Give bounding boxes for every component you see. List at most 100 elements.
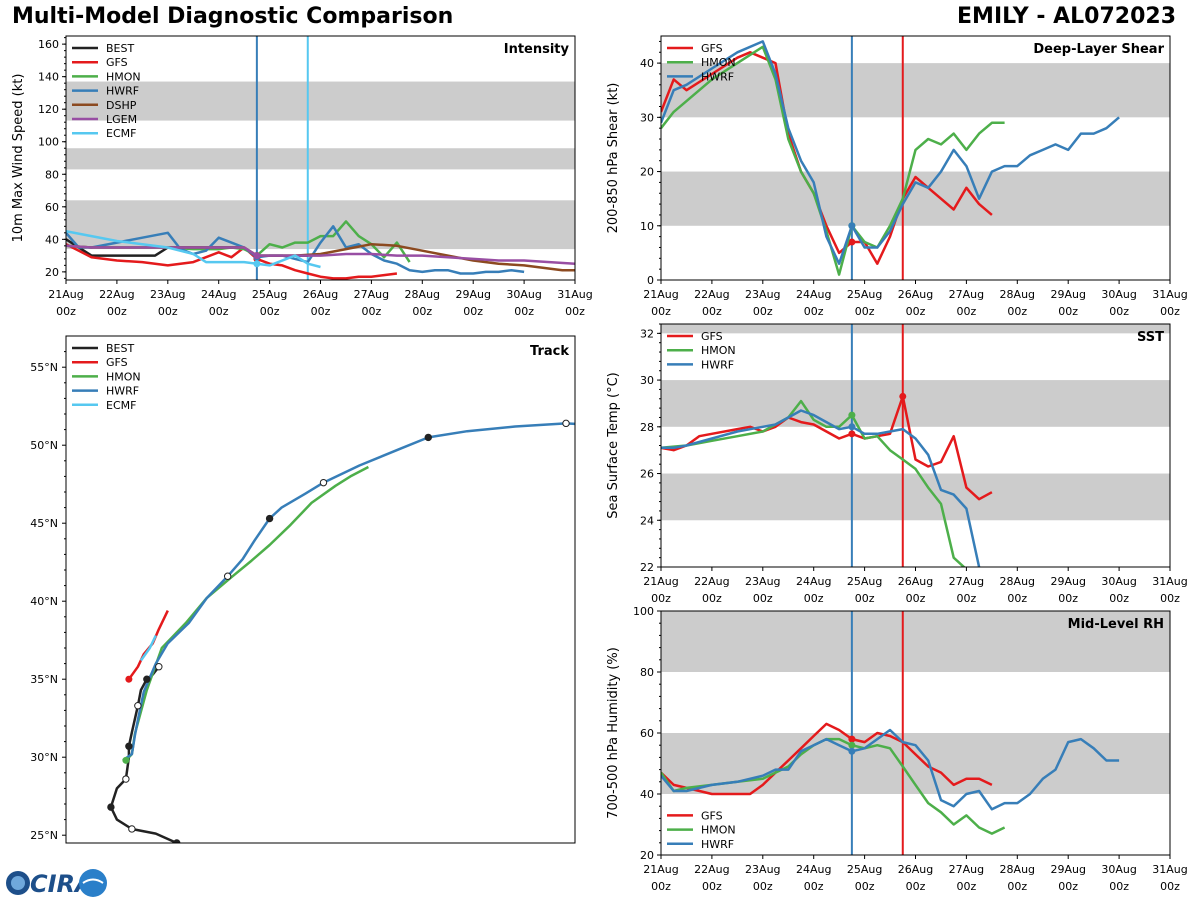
shear-xtick-label-hour: 00z: [1160, 305, 1180, 318]
legend-label-hwrf: HWRF: [701, 358, 734, 371]
shear-xtick-label-date: 31Aug: [1152, 288, 1187, 301]
sst-xtick-label-date: 24Aug: [796, 575, 831, 588]
sst-series-hmon: [661, 399, 966, 567]
intensity-xtick-label-hour: 00z: [362, 305, 382, 318]
intensity-xtick-label-hour: 00z: [565, 305, 585, 318]
track-position-marker-best: [125, 742, 133, 750]
legend-label-best: BEST: [106, 42, 134, 55]
legend-label-hwrf: HWRF: [701, 70, 734, 83]
legend-label-lgem: LGEM: [106, 113, 137, 126]
rh-xtick-label-date: 24Aug: [796, 863, 831, 876]
intensity-xtick-label-date: 25Aug: [252, 288, 287, 301]
sst-xtick-label-hour: 00z: [702, 592, 722, 605]
intensity-xtick-label-date: 22Aug: [99, 288, 134, 301]
rh-xtick-label-hour: 00z: [702, 880, 722, 893]
rh-xtick-label-hour: 00z: [1058, 880, 1078, 893]
sst-xtick-label-date: 22Aug: [694, 575, 729, 588]
intensity-xtick-label-hour: 00z: [514, 305, 534, 318]
shear-xtick-label-date: 30Aug: [1101, 288, 1136, 301]
shear-ytick-label: 20: [640, 166, 654, 179]
rh-ytick-label: 100: [633, 605, 654, 618]
rh-marker-hmon: [848, 741, 856, 749]
rh-xtick-label-date: 30Aug: [1101, 863, 1136, 876]
shear-series-hwrf: [661, 40, 1120, 265]
track-position-marker-best: [122, 775, 130, 783]
sst-axes-frame: [660, 323, 1171, 568]
intensity-ytick-label: 120: [38, 103, 59, 116]
intensity-xtick-label-date: 24Aug: [201, 288, 236, 301]
shear-ytick-label: 40: [640, 57, 654, 70]
rh-marker-hwrf: [848, 747, 856, 755]
track-position-marker-hwrf: [319, 478, 328, 487]
track-series-hmon: [125, 465, 369, 762]
track-series-gfs: [127, 610, 169, 680]
sst-xtick-label-date: 29Aug: [1050, 575, 1085, 588]
rh-ylabel: 700-500 hPa Humidity (%): [606, 647, 621, 819]
intensity-xtick-label-hour: 00z: [158, 305, 178, 318]
sst-ytick-label: 32: [640, 327, 654, 340]
sst-series-gfs: [661, 395, 993, 501]
sst-xtick-label-date: 21Aug: [643, 575, 678, 588]
intensity-ytick-label: 160: [38, 38, 59, 51]
rh-xtick-label-date: 31Aug: [1152, 863, 1187, 876]
sst-xtick-label-date: 25Aug: [847, 575, 882, 588]
intensity-series-gfs: [66, 243, 398, 280]
shear-xtick-label-hour: 00z: [855, 305, 875, 318]
sst-xtick-label-date: 31Aug: [1152, 575, 1187, 588]
rh-panel-title: Mid-Level RH: [1068, 617, 1164, 632]
intensity-xtick-label-hour: 00z: [412, 305, 432, 318]
rh-xtick-label-hour: 00z: [804, 880, 824, 893]
sst-xtick-label-date: 26Aug: [898, 575, 933, 588]
rh-xtick-label-hour: 00z: [753, 880, 773, 893]
sst-ytick-label: 28: [640, 421, 654, 434]
rh-ytick-label: 40: [640, 788, 654, 801]
sst-xtick-label-date: 23Aug: [745, 575, 780, 588]
sst-xtick-label-hour: 00z: [1058, 592, 1078, 605]
intensity-threshold-band: [66, 81, 575, 121]
intensity-xtick-label-date: 29Aug: [455, 288, 490, 301]
shear-xtick-label-date: 26Aug: [898, 288, 933, 301]
legend-label-dshp: DSHP: [106, 99, 137, 112]
rh-xtick-label-hour: 00z: [1007, 880, 1027, 893]
intensity-ytick-label: 80: [45, 168, 59, 181]
rh-xtick-label-hour: 00z: [957, 880, 977, 893]
shear-xtick-label-date: 25Aug: [847, 288, 882, 301]
intensity-xtick-label-hour: 00z: [107, 305, 127, 318]
shear-xtick-label-hour: 00z: [1058, 305, 1078, 318]
intensity-xtick-label-hour: 00z: [463, 305, 483, 318]
rh-xtick-label-hour: 00z: [855, 880, 875, 893]
track-position-marker-best: [143, 675, 151, 683]
rh-xtick-label-date: 23Aug: [745, 863, 780, 876]
track-ytick-label: 35°N: [30, 673, 58, 686]
shear-xtick-label-hour: 00z: [702, 305, 722, 318]
intensity-threshold-band: [66, 148, 575, 170]
sst-xtick-label-hour: 00z: [1007, 592, 1027, 605]
legend-label-gfs: GFS: [701, 809, 723, 822]
shear-xtick-label-date: 24Aug: [796, 288, 831, 301]
shear-xtick-label-date: 27Aug: [949, 288, 984, 301]
shear-panel-title: Deep-Layer Shear: [1033, 42, 1164, 57]
legend-label-hmon: HMON: [106, 370, 141, 383]
sst-xtick-label-hour: 00z: [804, 592, 824, 605]
intensity-ylabel: 10m Max Wind Speed (kt): [11, 74, 26, 243]
shear-xtick-label-hour: 00z: [906, 305, 926, 318]
intensity-xtick-label-hour: 00z: [209, 305, 229, 318]
track-ytick-label: 55°N: [30, 361, 58, 374]
sst-xtick-label-date: 28Aug: [1000, 575, 1035, 588]
shear-ytick-label: 0: [647, 274, 654, 287]
sst-threshold-band: [661, 473, 1170, 521]
intensity-xtick-label-date: 27Aug: [354, 288, 389, 301]
track-series-hwrf: [122, 422, 575, 762]
rh-ytick-label: 80: [640, 666, 654, 679]
sst-ylabel: Sea Surface Temp (°C): [606, 372, 621, 519]
track-position-marker-hwrf: [223, 572, 232, 580]
rh-xtick-label-hour: 00z: [651, 880, 671, 893]
rh-xtick-label-hour: 00z: [1160, 880, 1180, 893]
cira-logo: CIRA: [6, 869, 107, 898]
intensity-xtick-label-hour: 00z: [56, 305, 76, 318]
legend-label-hmon: HMON: [106, 70, 141, 83]
intensity-xtick-label-date: 30Aug: [506, 288, 541, 301]
rh-ytick-label: 60: [640, 727, 654, 740]
rh-xtick-label-date: 22Aug: [694, 863, 729, 876]
track-position-marker-hwrf: [562, 419, 570, 428]
